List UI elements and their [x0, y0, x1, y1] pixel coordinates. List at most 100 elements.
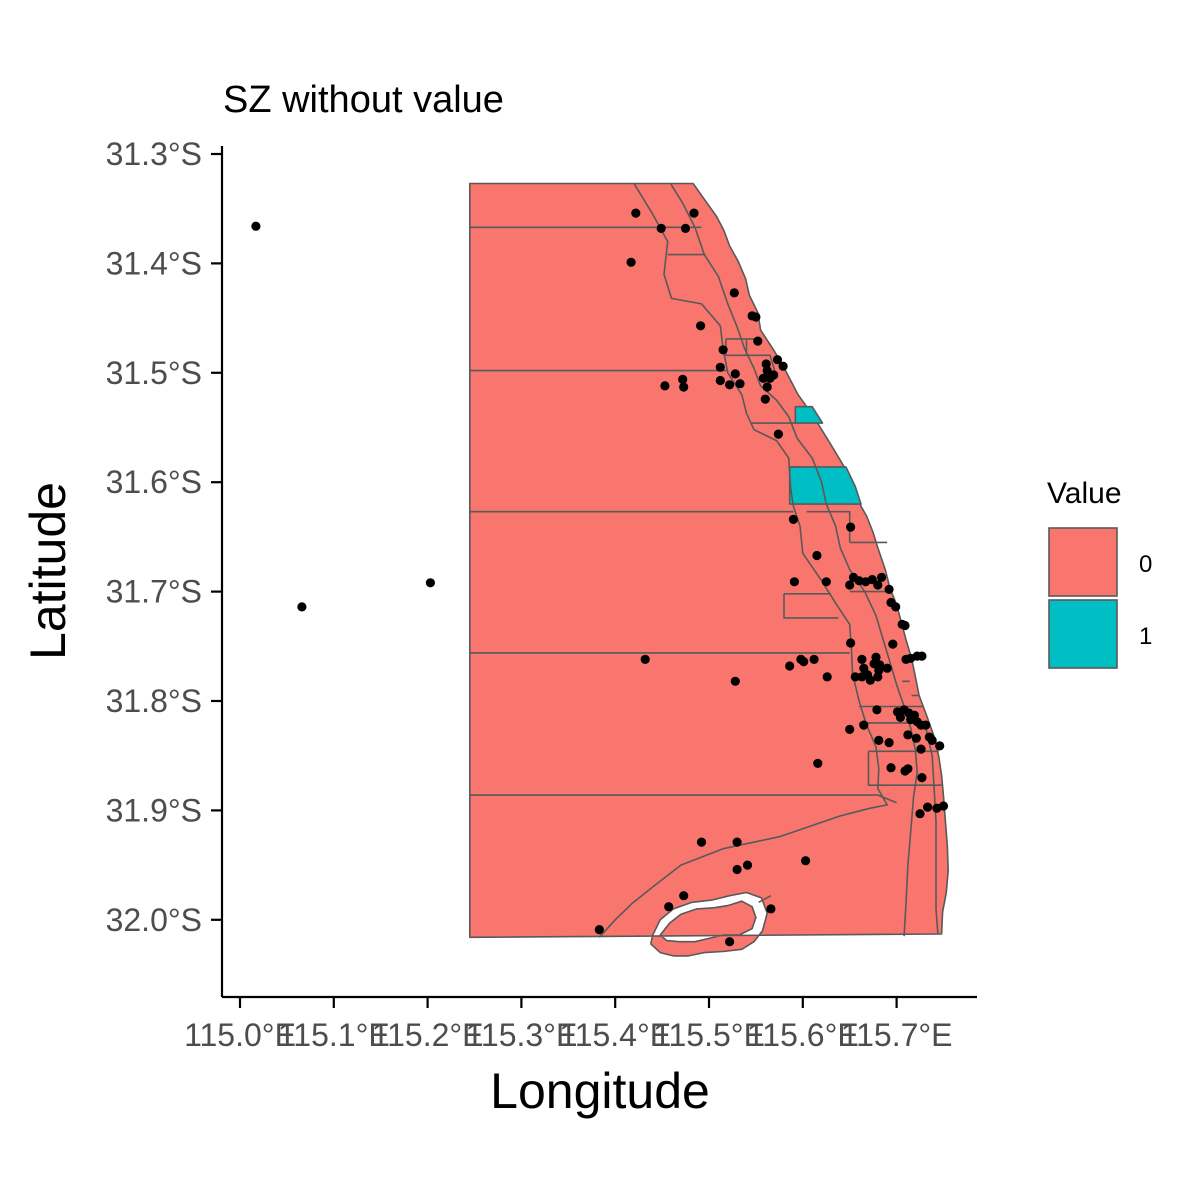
- sample-point: [903, 730, 913, 740]
- sample-point: [696, 837, 707, 847]
- sample-point: [762, 382, 772, 392]
- sample-point: [812, 550, 822, 561]
- sample-point: [865, 675, 875, 685]
- sample-point: [678, 374, 688, 384]
- y-axis: 31.3°S 31.4°S 31.5°S 31.6°S 31.7°S 31.8°S 31.9…: [106, 136, 224, 997]
- sample-point: [809, 654, 819, 665]
- sample-point: [813, 758, 823, 769]
- sample-point: [594, 925, 604, 935]
- sample-point: [882, 663, 892, 673]
- y-tick-label: 31.7°S: [106, 574, 202, 610]
- zone-boundary: [598, 183, 888, 938]
- sample-point: [895, 712, 906, 723]
- y-tick-label: 31.5°S: [106, 355, 202, 391]
- sample-point: [871, 652, 881, 662]
- sample-point: [788, 514, 799, 525]
- sample-point: [911, 733, 921, 743]
- sample-point: [915, 809, 925, 819]
- sample-point: [761, 359, 771, 369]
- sample-point: [891, 602, 901, 612]
- zone-boundary: [806, 510, 851, 543]
- x-tick-label: 115.6°E: [747, 1017, 859, 1053]
- sample-point: [730, 676, 740, 686]
- zone-boundary: [923, 722, 939, 935]
- zone-boundary: [669, 183, 918, 937]
- sample-point: [886, 763, 896, 773]
- sample-point: [821, 577, 831, 587]
- sample-point: [729, 288, 739, 298]
- sample-point: [725, 937, 735, 947]
- sample-point: [785, 661, 795, 671]
- sample-point: [251, 221, 261, 231]
- sample-point: [772, 355, 783, 365]
- y-tick-label: 31.6°S: [106, 464, 202, 500]
- x-axis-title: Longitude: [490, 1063, 710, 1119]
- sample-point: [874, 665, 884, 676]
- zone-boundary: [469, 794, 897, 804]
- sample-point: [751, 312, 761, 322]
- sample-point: [921, 720, 931, 730]
- sample-point: [938, 801, 949, 811]
- sample-point: [689, 208, 699, 218]
- sample-point: [425, 578, 435, 588]
- sample-point: [742, 860, 753, 870]
- y-tick-label: 31.4°S: [106, 245, 202, 281]
- sample-point: [859, 720, 869, 730]
- legend-key-0: [1048, 527, 1118, 597]
- sample-point: [916, 744, 926, 754]
- sample-point: [660, 381, 670, 391]
- sample-point: [679, 382, 689, 392]
- zones-value-0: [469, 182, 949, 957]
- sample-point: [845, 724, 855, 735]
- legend-label-0: 0: [1139, 551, 1152, 578]
- sample-point: [640, 654, 650, 665]
- sample-point: [884, 584, 894, 595]
- zone-boundary: [758, 894, 772, 904]
- sample-point: [846, 522, 856, 532]
- legend-key-1: [1048, 599, 1118, 669]
- chart-title: SZ without value: [223, 79, 504, 121]
- sample-point: [773, 429, 784, 439]
- x-ticks: 115.0°E115.1°E115.2°E115.3°E115.4°E115.5…: [184, 997, 953, 1053]
- sample-point: [884, 738, 894, 748]
- zone-boundary: [783, 593, 839, 619]
- sample-point: [760, 394, 770, 404]
- y-tick-label: 31.9°S: [106, 792, 202, 828]
- sample-point: [631, 208, 641, 218]
- legend-label-1: 1: [1139, 623, 1152, 650]
- sample-point: [799, 657, 809, 667]
- legend-title: Value: [1047, 477, 1122, 510]
- sample-point: [696, 321, 706, 331]
- sample-point: [732, 837, 742, 847]
- x-tick-label: 115.2°E: [372, 1017, 484, 1053]
- x-tick-label: 115.1°E: [278, 1017, 390, 1053]
- sample-point: [903, 764, 913, 774]
- x-tick-label: 115.7°E: [841, 1017, 953, 1053]
- sample-point: [732, 864, 742, 875]
- x-tick-label: 115.5°E: [653, 1017, 765, 1053]
- zones-layer: [469, 182, 949, 957]
- sample-point: [888, 639, 898, 649]
- sample-point: [917, 651, 927, 661]
- sample-point: [789, 577, 800, 587]
- zones-value-1-north: [794, 405, 824, 424]
- legend: Value 0 1: [1047, 477, 1152, 669]
- sample-point: [872, 705, 882, 715]
- sample-point: [801, 856, 811, 866]
- sample-point: [900, 620, 910, 631]
- y-ticks: 31.3°S 31.4°S 31.5°S 31.6°S 31.7°S 31.8°S 31.9…: [106, 136, 222, 938]
- sample-point: [730, 369, 740, 379]
- sample-point: [874, 735, 884, 746]
- sample-point: [822, 672, 832, 682]
- sample-point: [626, 257, 636, 267]
- sample-point: [718, 345, 728, 355]
- x-tick-label: 115.3°E: [465, 1017, 577, 1053]
- x-tick-label: 115.4°E: [559, 1017, 671, 1053]
- zones-value-1-south: [788, 466, 862, 505]
- sample-point: [769, 370, 779, 380]
- sample-point: [923, 802, 933, 812]
- zone-boundary: [867, 751, 942, 786]
- sample-point: [873, 580, 883, 590]
- y-tick-label: 32.0°S: [106, 902, 202, 938]
